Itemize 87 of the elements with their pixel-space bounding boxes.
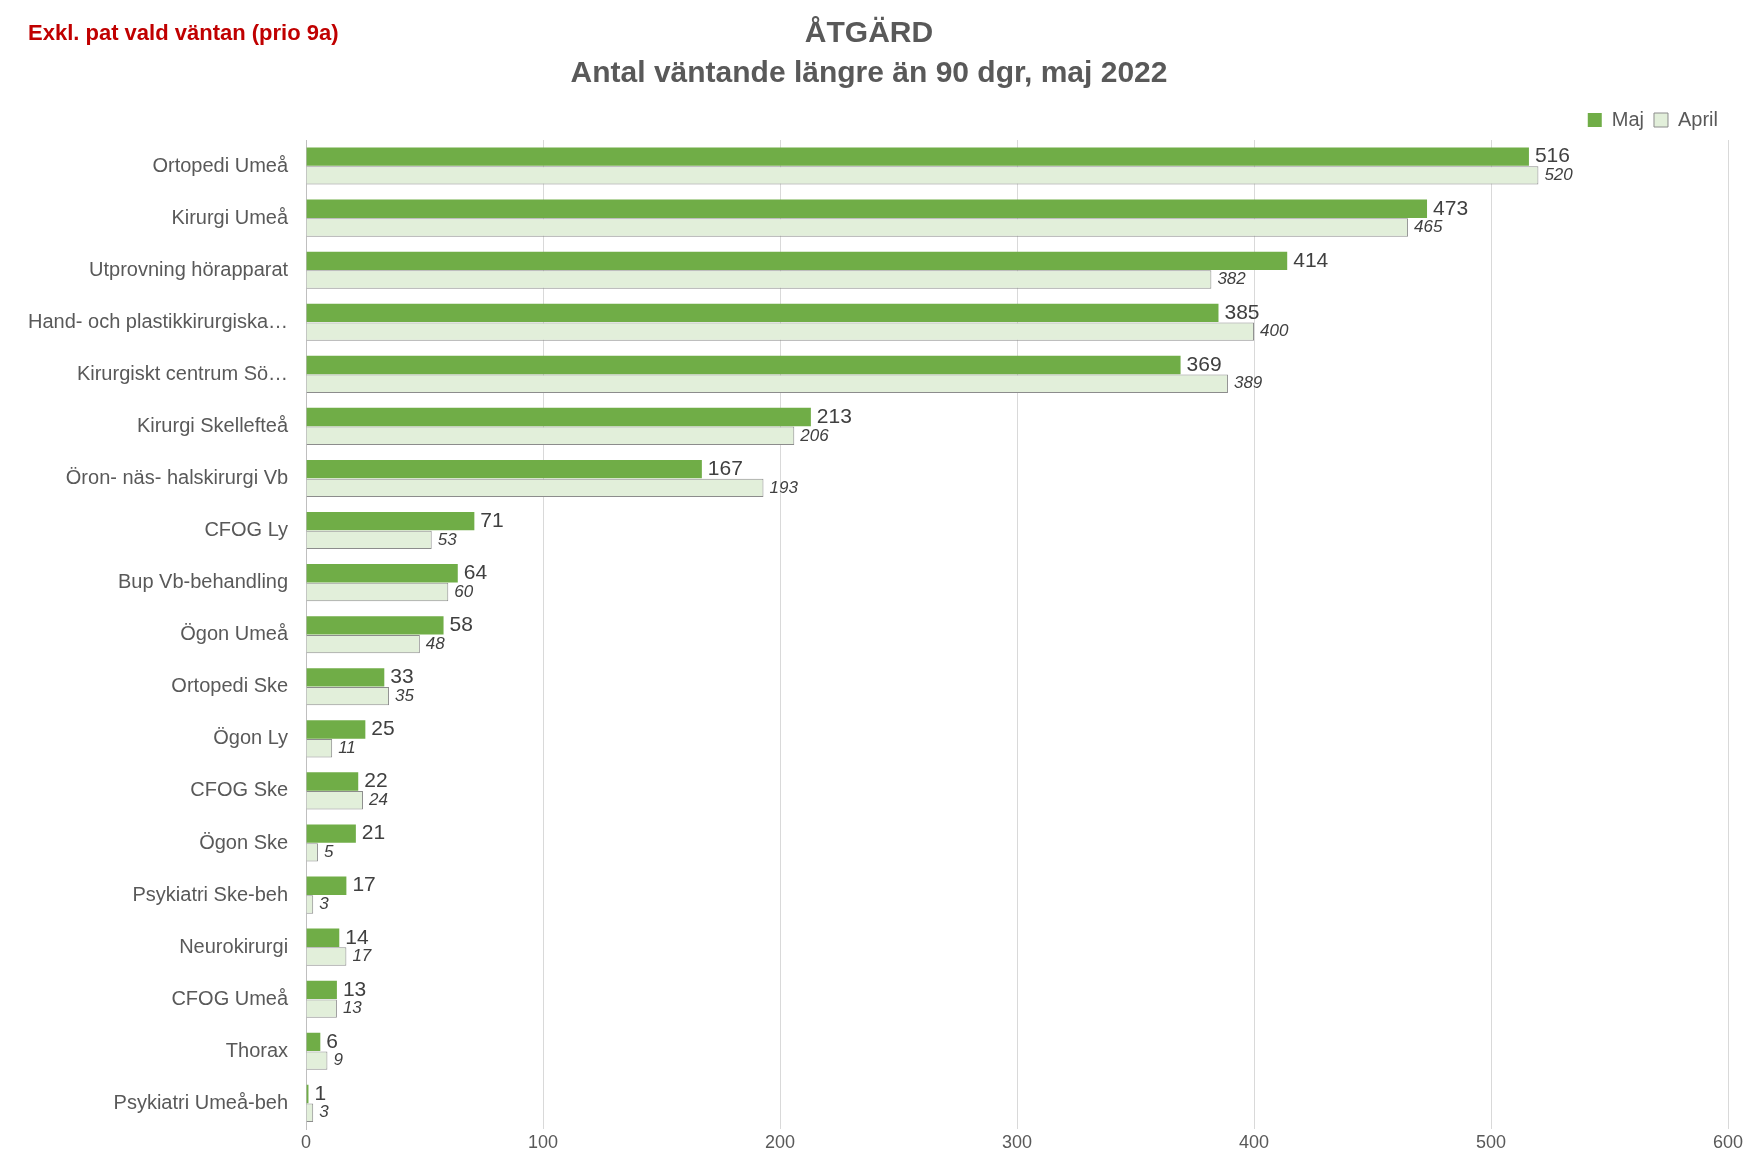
data-label: 385: [1224, 299, 1260, 323]
data-label: 206: [799, 425, 830, 445]
bar: [306, 147, 1529, 166]
chart-title: ÅTGÄRD: [804, 15, 934, 49]
data-label: 465: [1414, 217, 1443, 237]
data-label: 22: [364, 768, 388, 792]
data-label: 167: [707, 455, 743, 479]
data-label: 17: [352, 946, 372, 966]
data-label: 13: [342, 998, 363, 1018]
text: Exkl. pat vald väntan (prio 9a): [28, 20, 339, 46]
data-label: 58: [449, 612, 473, 636]
data-label: 6: [326, 1028, 338, 1052]
data-label: 33: [390, 664, 414, 688]
x-tick-label: 200: [765, 1132, 796, 1153]
data-label: 516: [1534, 143, 1570, 167]
x-tick-label: 500: [1475, 1132, 1507, 1153]
y-tick-label: Bup Vb-behandling: [117, 570, 289, 593]
data-label: 3: [319, 894, 330, 914]
data-label: 14: [345, 924, 369, 948]
bar: [306, 199, 1428, 218]
data-label: 193: [769, 477, 799, 497]
legend-label: April: [1677, 107, 1719, 130]
y-tick-label: Thorax: [225, 1038, 289, 1061]
bar: [306, 720, 366, 739]
bar: [306, 772, 359, 791]
data-label: 71: [480, 507, 504, 531]
bar: [306, 355, 1181, 375]
bar: [306, 1032, 321, 1052]
y-tick-label: Psykiatri Ske-beh: [132, 882, 289, 905]
chart-subtitle: Antal väntande längre än 90 dgr, maj 2022: [570, 55, 1168, 89]
bar: [306, 616, 444, 635]
legend-label: Maj: [1611, 107, 1644, 130]
bar: [306, 980, 337, 1000]
data-label: 60: [454, 581, 474, 601]
y-tick-label: Öron- näs- halskirurgi Vb: [65, 465, 289, 488]
data-label: 213: [816, 403, 852, 427]
data-label: 21: [361, 820, 386, 844]
bar: [306, 251, 1288, 270]
bar: [306, 876, 347, 895]
data-label: 25: [371, 716, 395, 740]
data-label: 473: [1433, 195, 1469, 219]
y-tick-label: Ögon Ske: [199, 830, 289, 853]
data-label: 382: [1217, 269, 1247, 289]
y-tick-label: Kirurgi Umeå: [171, 205, 289, 228]
y-tick-label: Ortopedi Ske: [171, 674, 289, 697]
data-label: 13: [342, 976, 367, 1000]
y-tick-label: CFOG Ly: [204, 518, 289, 541]
y-tick-label: Hand- och plastikkirurgiska…: [27, 309, 289, 332]
data-label: 5: [323, 842, 334, 862]
data-label: 53: [437, 529, 458, 549]
data-label: 389: [1233, 373, 1263, 393]
x-tick-label: 400: [1239, 1132, 1270, 1153]
x-tick-label: 300: [1002, 1132, 1033, 1153]
bar: [306, 928, 340, 947]
y-tick-label: Ögon Ly: [213, 726, 289, 749]
y-tick-label: Ögon Umeå: [180, 622, 289, 645]
bar: [306, 459, 702, 479]
data-label: 64: [463, 560, 488, 584]
y-tick-label: Ortopedi Umeå: [152, 153, 289, 176]
y-tick-label: CFOG Ske: [190, 778, 289, 801]
data-label: 520: [1544, 165, 1574, 185]
y-tick-label: CFOG Umeå: [171, 986, 289, 1009]
bar: [306, 668, 385, 687]
data-label: 1: [314, 1080, 327, 1104]
data-label: 3: [319, 1102, 330, 1122]
data-label: 48: [425, 633, 446, 653]
data-label: 9: [333, 1050, 344, 1070]
bar: [306, 824, 356, 843]
data-label: 17: [352, 872, 376, 896]
bar: [306, 564, 458, 583]
bar: [306, 303, 1219, 323]
y-tick-label: Psykiatri Umeå-beh: [113, 1090, 289, 1113]
x-tick-label: 600: [1712, 1132, 1744, 1153]
data-label: 400: [1260, 321, 1289, 341]
x-tick-label: 100: [528, 1132, 559, 1153]
data-label: 369: [1186, 351, 1222, 375]
data-label: 35: [395, 685, 415, 705]
data-label: 11: [338, 737, 356, 757]
data-label: 414: [1293, 247, 1329, 271]
y-tick-label: Kirurgiskt centrum Sö…: [76, 361, 289, 384]
bar: [306, 407, 811, 427]
x-tick-label: 0: [301, 1132, 312, 1153]
bar: [306, 511, 475, 531]
data-label: 24: [367, 790, 388, 810]
y-tick-label: Utprovning hörapparat: [89, 257, 289, 280]
y-tick-label: Kirurgi Skellefteå: [136, 413, 289, 436]
y-tick-label: Neurokirurgi: [179, 934, 289, 957]
